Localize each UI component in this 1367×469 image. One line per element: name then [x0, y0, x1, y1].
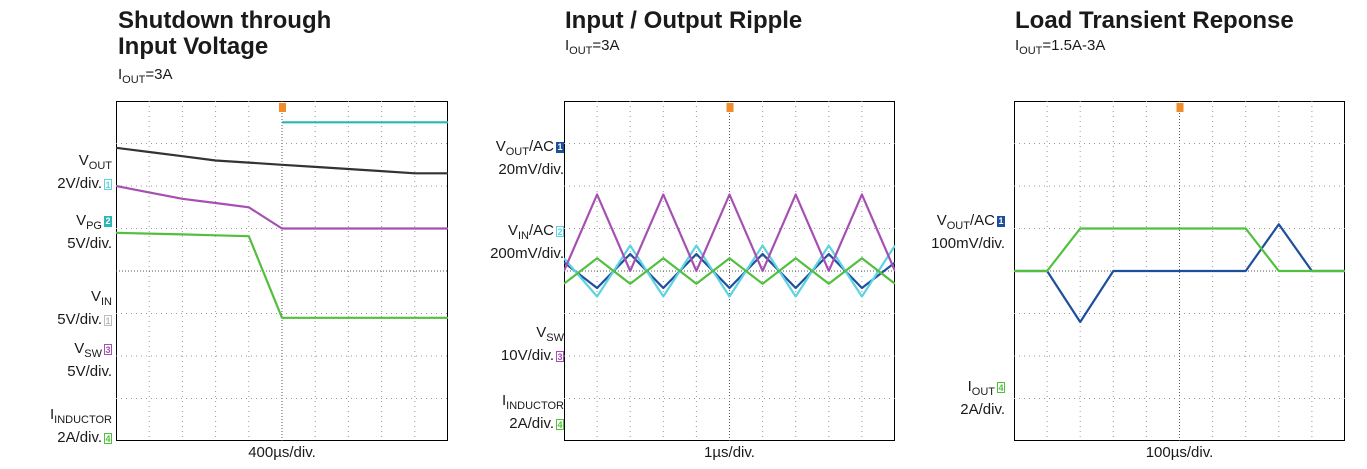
- ch-sym: V: [74, 340, 85, 357]
- condition: IOUT=1.5A-3A: [1015, 37, 1105, 57]
- ch-scale: 2A/div.: [960, 401, 1005, 418]
- ch-sub: OUT: [971, 386, 995, 398]
- channel-badge: 4: [556, 418, 564, 430]
- cond-val: =3A: [145, 66, 173, 83]
- cond-sym: I: [1015, 37, 1020, 54]
- channel-badge: 1: [104, 178, 112, 190]
- trace-vout-ac-100mv-div-: [1014, 223, 1345, 324]
- trigger-marker-icon: [726, 103, 734, 112]
- ch-sym: I: [967, 378, 972, 395]
- ch-suffix: /AC: [528, 138, 554, 155]
- channel-label: VIN/AC 2 200mV/div.: [490, 222, 564, 262]
- ch-sub: OUT: [505, 146, 529, 158]
- ch-sym: V: [495, 138, 506, 155]
- scope-screen: [116, 101, 448, 441]
- channel-label: VPG 2 5V/div.: [67, 212, 112, 252]
- cond-val: =1.5A-3A: [1042, 37, 1106, 54]
- channel-badge: 1: [997, 215, 1005, 227]
- trace-vout-ac-20mv-div-: [564, 252, 895, 290]
- channel-label: IINDUCTOR 2A/div. 4: [50, 406, 112, 446]
- channel-label: VIN 5V/div. 1: [57, 288, 112, 328]
- ch-sub: IN: [517, 230, 529, 242]
- ch-sym: V: [536, 324, 547, 341]
- channel-badge: 2: [104, 215, 112, 227]
- cond-sub: OUT: [569, 45, 593, 57]
- scope-plot: [1014, 101, 1345, 441]
- ch-scale: 20mV/div.: [498, 161, 564, 178]
- channel-badge: 2: [556, 225, 564, 237]
- time-per-div: 400µs/div.: [248, 444, 316, 461]
- cond-sub: OUT: [1019, 45, 1043, 57]
- channel-label: IINDUCTOR 2A/div. 4: [502, 392, 564, 432]
- ch-suffix: /AC: [528, 222, 554, 239]
- ch-scale: 5V/div.: [67, 363, 112, 380]
- ch-sub: OUT: [88, 160, 112, 172]
- panel-title: Input / Output Ripple: [565, 7, 803, 34]
- trace-iinductor-2a-div-: [116, 231, 448, 319]
- ch-sub: IN: [101, 296, 112, 308]
- ch-scale: 2A/div.: [509, 415, 554, 432]
- scope-plot: [116, 101, 448, 441]
- time-per-div: 1µs/div.: [704, 444, 755, 461]
- cond-val: =3A: [592, 37, 620, 54]
- scope-screen: [1014, 101, 1345, 441]
- channel-badge: 4: [997, 381, 1005, 393]
- ch-sub: PG: [86, 220, 102, 232]
- cond-sym: I: [118, 66, 123, 83]
- ch-sym: V: [76, 212, 87, 229]
- trace-vin-5v-div-: [116, 146, 448, 175]
- ch-sym: V: [90, 288, 101, 305]
- channel-label: VSW 10V/div. 3: [501, 324, 564, 364]
- time-per-div: 100µs/div.: [1145, 444, 1214, 461]
- ch-scale: 100mV/div.: [931, 235, 1005, 252]
- condition: IOUT=3A: [118, 66, 173, 86]
- trace-vin-ac-200mv-div-: [564, 244, 895, 298]
- panel-ripple: Input / Output Ripple IOUT=3A VOUT/AC 1 2…: [460, 0, 900, 469]
- ch-sym: I: [49, 406, 55, 423]
- scope-plot: [564, 101, 895, 441]
- panel-load-transient: Load Transient Reponse IOUT=1.5A-3A VOUT…: [900, 0, 1367, 469]
- ch-sym: V: [78, 152, 89, 169]
- ch-scale: 2V/div.: [57, 175, 102, 192]
- ch-sub: OUT: [946, 220, 970, 232]
- ch-sub: INDUCTOR: [54, 414, 112, 426]
- channel-label: VOUT 2V/div. 1: [57, 152, 112, 192]
- trace-vsw-5v-div-: [116, 184, 448, 230]
- ch-sym: V: [936, 212, 947, 229]
- ch-sym: V: [507, 222, 518, 239]
- channel-label: VSW 3 5V/div.: [67, 340, 112, 380]
- channel-badge: 1: [556, 141, 564, 153]
- channel-badge: 4: [104, 432, 112, 444]
- cond-sub: OUT: [122, 74, 146, 86]
- scope-screen: [564, 101, 895, 441]
- channel-badge: 3: [556, 350, 564, 362]
- trace-vsw-10v-div-: [564, 193, 895, 273]
- ch-sym: I: [501, 392, 507, 409]
- channel-badge: 3: [104, 343, 112, 355]
- trace-iout-2a-div-: [1014, 227, 1345, 273]
- ch-scale: 5V/div.: [67, 235, 112, 252]
- ch-scale: 5V/div.: [57, 311, 102, 328]
- ch-scale: 200mV/div.: [490, 245, 564, 262]
- trace-iinductor-2a-div-: [564, 257, 895, 285]
- title-line-2: Input Voltage: [118, 33, 269, 60]
- ch-sub: SW: [84, 348, 102, 360]
- channel-label: IOUT 4 2A/div.: [960, 378, 1005, 418]
- ch-sub: INDUCTOR: [506, 400, 564, 412]
- panel-title: Shutdown through Input Voltage: [118, 8, 331, 60]
- ch-suffix: /AC: [969, 212, 995, 229]
- trigger-marker-icon: [1176, 103, 1184, 112]
- trigger-marker-icon: [279, 103, 286, 112]
- channel-badge: 1: [104, 314, 112, 326]
- ch-sub: SW: [546, 332, 564, 344]
- title-line-1: Shutdown through: [118, 7, 332, 34]
- ch-scale: 2A/div.: [57, 429, 102, 446]
- condition: IOUT=3A: [565, 37, 620, 57]
- panel-shutdown: Shutdown through Input Voltage IOUT=3A V…: [0, 0, 460, 469]
- channel-label: VOUT/AC 1 20mV/div.: [496, 138, 564, 178]
- panel-title: Load Transient Reponse: [1015, 7, 1294, 34]
- cond-sym: I: [565, 37, 570, 54]
- channel-label: VOUT/AC 1 100mV/div.: [931, 212, 1005, 252]
- ch-scale: 10V/div.: [500, 347, 554, 364]
